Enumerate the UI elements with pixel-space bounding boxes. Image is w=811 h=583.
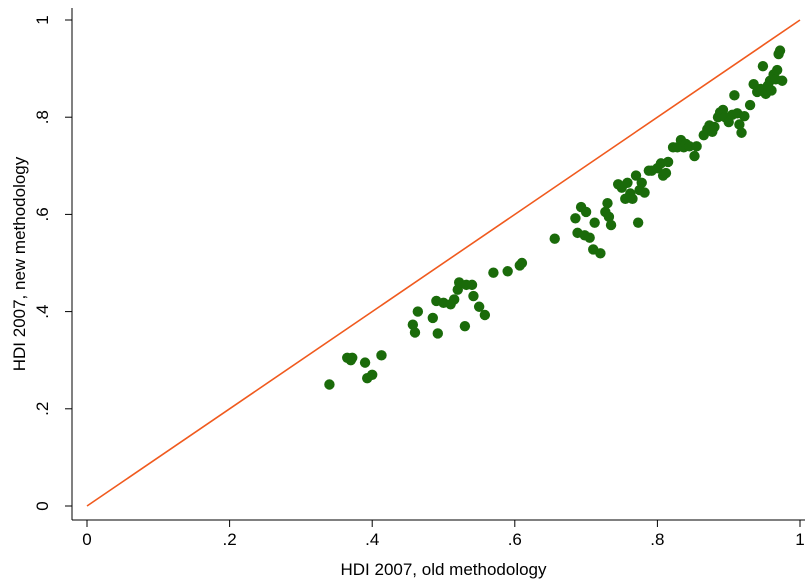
- data-point: [570, 213, 581, 224]
- data-point: [595, 248, 606, 259]
- y-tick-label: 1: [33, 15, 52, 24]
- y-tick-label: .2: [33, 402, 52, 416]
- data-point: [776, 75, 788, 86]
- data-point: [739, 111, 750, 122]
- reference-line: [86, 19, 801, 507]
- data-point: [448, 294, 460, 305]
- data-point: [466, 279, 478, 291]
- data-point: [662, 156, 674, 168]
- data-point: [473, 301, 485, 312]
- data-point: [632, 217, 644, 228]
- data-point: [709, 121, 720, 133]
- data-point: [584, 232, 595, 243]
- data-point: [432, 328, 443, 339]
- data-point: [347, 352, 358, 363]
- data-point: [516, 257, 528, 269]
- data-point: [736, 127, 747, 138]
- data-point: [602, 198, 613, 209]
- x-tick-label: .8: [650, 530, 664, 549]
- y-tick-label: 0: [33, 501, 52, 510]
- data-point: [549, 233, 560, 244]
- data-point: [734, 119, 745, 130]
- x-tick-label: .2: [223, 530, 237, 549]
- y-tick-label: .6: [33, 207, 52, 221]
- data-point: [324, 379, 335, 390]
- data-point: [639, 187, 650, 198]
- data-point: [502, 266, 513, 277]
- data-point: [409, 327, 421, 338]
- reference-line-layer: [86, 19, 801, 507]
- axes: [65, 8, 805, 527]
- data-point: [691, 141, 702, 152]
- data-point: [757, 60, 769, 72]
- data-point: [459, 320, 471, 332]
- data-point: [684, 141, 695, 152]
- x-tick-label: .6: [508, 530, 522, 549]
- data-point: [744, 99, 756, 111]
- x-tick-label: 1: [795, 530, 804, 549]
- x-axis-title: HDI 2007, old methodology: [340, 560, 547, 579]
- data-point: [660, 167, 672, 179]
- data-point: [479, 309, 491, 321]
- data-point: [603, 211, 615, 223]
- data-point: [412, 306, 424, 317]
- y-tick-label: .4: [33, 305, 52, 319]
- data-point: [729, 90, 740, 101]
- x-tick-label: 0: [82, 530, 91, 549]
- data-point: [774, 45, 786, 56]
- data-point: [605, 219, 617, 231]
- data-point: [689, 150, 700, 162]
- data-point: [488, 267, 499, 278]
- data-point: [622, 177, 633, 189]
- data-point: [376, 350, 387, 361]
- data-points: [324, 45, 788, 390]
- y-axis-title: HDI 2007, new methodology: [10, 156, 29, 371]
- y-tick-label: .8: [33, 110, 52, 124]
- data-point: [630, 170, 642, 181]
- data-point: [771, 64, 783, 76]
- x-tick-label: .4: [365, 530, 379, 549]
- tick-labels: 0 .2 .4 .6 .8 1 0 .2 .4 .6 .8 1: [33, 15, 805, 549]
- data-point: [468, 290, 479, 302]
- data-point: [580, 206, 592, 218]
- data-point: [367, 369, 378, 380]
- data-point: [766, 85, 777, 96]
- data-point: [359, 357, 371, 368]
- data-point: [627, 193, 638, 205]
- data-point: [589, 217, 600, 228]
- data-point: [636, 177, 647, 189]
- data-point: [427, 312, 439, 324]
